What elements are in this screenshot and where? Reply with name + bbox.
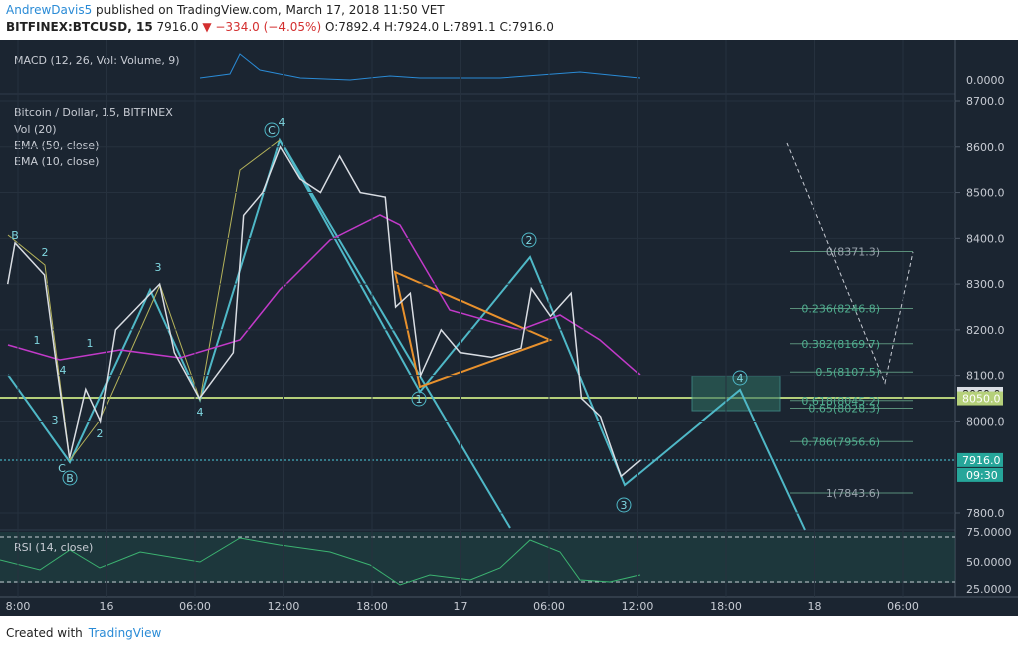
wave-label: 1: [416, 393, 423, 406]
ema-legend: EMA (10, close): [14, 155, 99, 168]
price-tag: [957, 391, 1003, 406]
y-tick-label: 8700.0: [966, 95, 1005, 108]
x-tick-label: 17: [454, 600, 468, 613]
published: published on TradingView.com, March 17, …: [96, 3, 445, 17]
fib-label: 0.618(8045.2): [801, 395, 880, 408]
x-tick-label: 12:00: [622, 600, 654, 613]
fib-label: 0.786(7956.6): [801, 435, 880, 448]
ema-legend: EMA (50, close): [14, 139, 99, 152]
y-tick-label: 8300.0: [966, 278, 1005, 291]
y-tick-label: 8100.0: [966, 370, 1005, 383]
wave-label: 4: [60, 364, 67, 377]
wave-marker: [521, 232, 537, 248]
wave-label: 2: [97, 427, 104, 440]
y-tick-label: 8600.0: [966, 141, 1005, 154]
y-tick-label: 8200.0: [966, 324, 1005, 337]
price-legend: Bitcoin / Dollar, 15, BITFINEX: [14, 106, 173, 119]
x-tick-label: 8:00: [6, 600, 31, 613]
rsi-tick-label: 25.0000: [966, 583, 1012, 596]
wave-marker: [732, 370, 748, 386]
fib-label: 0.65(8028.3): [808, 402, 880, 415]
change: ▼ −334.0 (−4.05%): [202, 20, 322, 34]
wave-label: 1: [34, 334, 41, 347]
wave-label: 3: [155, 261, 162, 274]
price-tag-label: 8050.0: [962, 393, 1001, 406]
macd-line: [199, 53, 641, 81]
footer: Created with TradingView: [6, 626, 161, 640]
x-tick-label: 18: [808, 600, 822, 613]
symbol: BITFINEX:BTCUSD, 15: [6, 20, 153, 34]
rsi-tick-label: 75.0000: [966, 526, 1012, 539]
x-tick-label: 06:00: [179, 600, 211, 613]
x-tick-label: 06:00: [533, 600, 565, 613]
x-tick-label: 18:00: [710, 600, 742, 613]
publish-line: AndrewDavis5 published on TradingView.co…: [6, 2, 554, 19]
y-tick-label: 8400.0: [966, 232, 1005, 245]
rsi-legend: RSI (14, close): [14, 541, 93, 554]
wave-label: 4: [279, 116, 286, 129]
wave-marker: [62, 470, 78, 486]
sub-wave-line: [7, 139, 281, 462]
rsi-line: [0, 537, 641, 586]
wave-marker: [616, 497, 632, 513]
fib-label: 0(8371.3): [826, 245, 880, 258]
x-tick-label: 18:00: [356, 600, 388, 613]
fib-label: 0.382(8169.7): [801, 338, 880, 351]
wave-label: C: [58, 462, 66, 475]
last: 7916.0: [156, 20, 199, 34]
fib-label: 0.236(8246.8): [801, 302, 880, 315]
rsi-tick-label: 50.0000: [966, 556, 1012, 569]
macd-legend: MACD (12, 26, Vol: Volume, 9): [14, 54, 180, 67]
chart: MACD (12, 26, Vol: Volume, 9) Bitcoin / …: [0, 40, 1018, 616]
wave-label: 3: [621, 499, 628, 512]
fib-label: 0.5(8107.5): [815, 366, 880, 379]
macd-tick-label: 0.0000: [966, 74, 1005, 87]
price-tag: [957, 452, 1003, 467]
wave-label: 4: [737, 372, 744, 385]
created-with: Created with: [6, 626, 83, 640]
y-tick-label: 8500.0: [966, 187, 1005, 200]
vol-legend: Vol (20): [14, 123, 57, 136]
header: AndrewDavis5 published on TradingView.co…: [6, 2, 554, 36]
wave-label: 3: [52, 414, 59, 427]
author[interactable]: AndrewDavis5: [6, 3, 93, 17]
wave-label: C: [268, 124, 276, 137]
x-tick-label: 16: [100, 600, 114, 613]
quote-line: BITFINEX:BTCUSD, 15 7916.0 ▼ −334.0 (−4.…: [6, 19, 554, 36]
ema-50: [7, 214, 641, 376]
fib-label: 1(7843.6): [826, 487, 880, 500]
wave-marker: [411, 391, 427, 407]
wave-label: B: [66, 472, 74, 485]
wave-line: [279, 139, 511, 529]
x-tick-label: 06:00: [887, 600, 919, 613]
wave-label: 2: [42, 246, 49, 259]
countdown: 09:30: [966, 469, 998, 482]
rsi-band: [0, 532, 955, 583]
ohlc: O:7892.4 H:7924.0 L:7891.1 C:7916.0: [324, 20, 554, 34]
x-tick-label: 12:00: [268, 600, 300, 613]
price-line: [6, 145, 641, 478]
y-tick-label: 7800.0: [966, 507, 1005, 520]
wave-label: 1: [87, 337, 94, 350]
brand[interactable]: TradingView: [88, 626, 162, 640]
wave-label: B: [11, 229, 19, 242]
wave-label: 2: [526, 234, 533, 247]
wave-marker: [264, 122, 280, 138]
y-tick-label: 8000.0: [966, 415, 1005, 428]
wave-label: 4: [197, 406, 204, 419]
countdown-tag: [957, 467, 1003, 482]
projection: [786, 142, 914, 385]
price-tag-label: 7916.0: [962, 454, 1001, 467]
